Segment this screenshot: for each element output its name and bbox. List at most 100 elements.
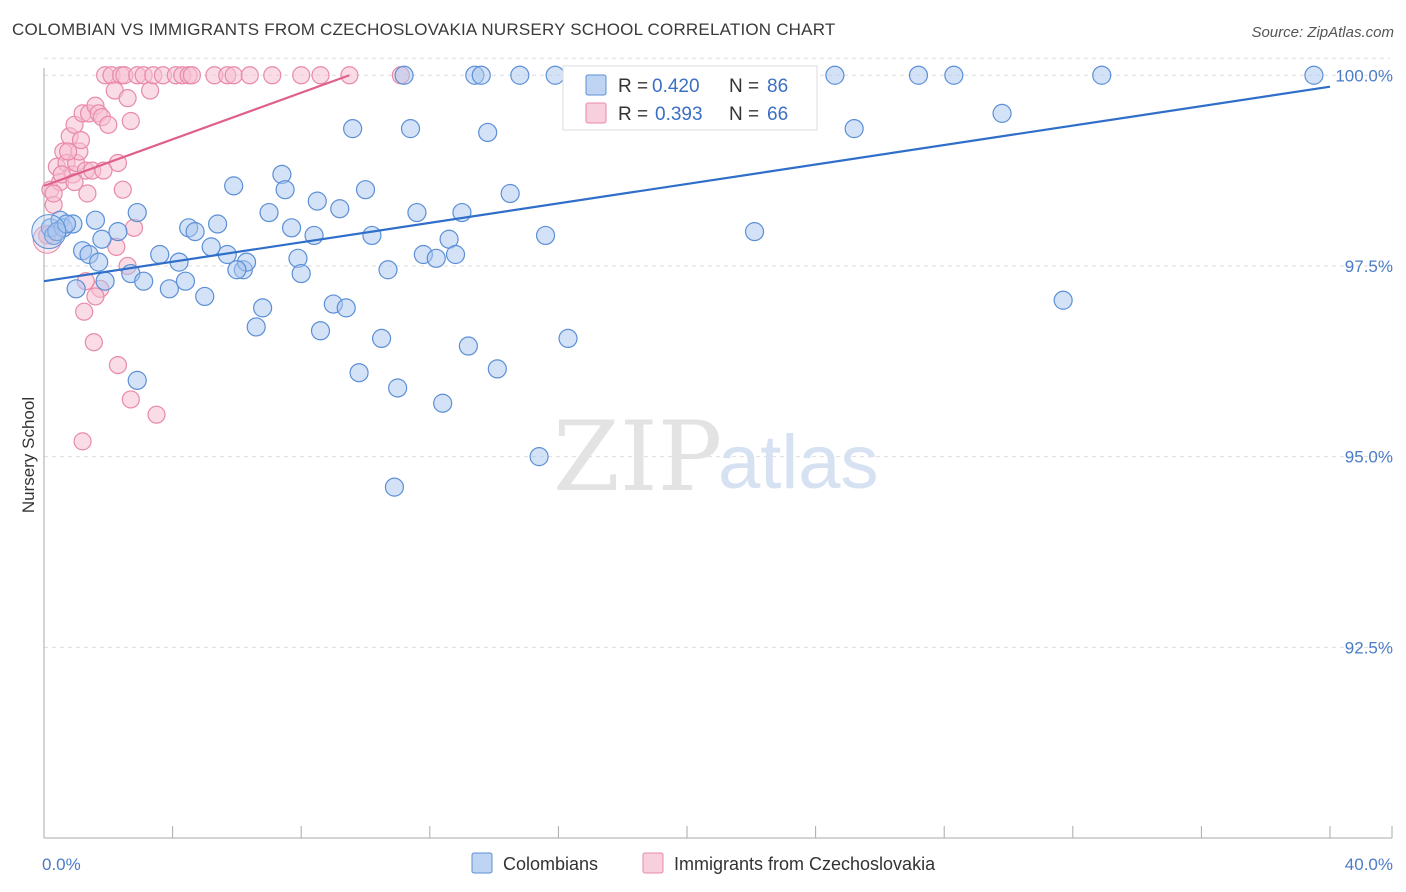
czechoslovakia-point: [73, 432, 92, 451]
colombians-trend-line: [43, 85, 1331, 283]
colombian-point: [108, 222, 128, 242]
colombian-point: [185, 222, 205, 242]
legend-swatch-czechoslovakia: [585, 102, 607, 124]
colombian-point: [471, 65, 491, 85]
colombian-point: [744, 222, 765, 242]
y-tick-labels: 100.0% 97.5% 95.0% 92.5%: [1335, 66, 1393, 657]
y-tick-label: 95.0%: [1345, 448, 1393, 467]
colombian-point: [246, 317, 266, 337]
colombian-point: [500, 183, 520, 204]
colombian-point: [310, 321, 331, 341]
colombian-point: [56, 214, 77, 234]
czechoslovakia-trend-line: [43, 74, 350, 187]
y-tick-label: 100.0%: [1335, 66, 1393, 85]
colombian-point: [1092, 65, 1112, 85]
colombian-point: [825, 65, 845, 85]
colombian-point: [291, 263, 311, 284]
colombian-point: [89, 252, 109, 272]
czechoslovakia-point: [121, 111, 140, 131]
czechoslovakia-point: [108, 355, 128, 375]
legend-n-value-1: 86: [767, 76, 788, 97]
czechoslovakia-point: [78, 184, 97, 203]
colombian-point-cluster: [31, 214, 67, 250]
colombian-point: [944, 65, 964, 85]
colombian-point: [208, 214, 228, 234]
czechoslovakia-point: [113, 180, 132, 199]
colombian-point: [159, 279, 179, 299]
legend-n-value-2: 66: [767, 104, 788, 125]
colombian-point: [844, 119, 864, 139]
colombian-point: [275, 180, 295, 200]
colombian-point: [388, 378, 408, 398]
colombian-point: [1304, 65, 1324, 85]
czechoslovakia-point: [71, 130, 91, 150]
colombian-point: [175, 271, 196, 291]
czechoslovakia-point: [99, 115, 118, 134]
legend-n-label-2: N =: [729, 104, 759, 125]
czechoslovakia-point: [263, 66, 282, 85]
legend-r-value-2: 0.393: [655, 104, 703, 125]
colombian-point: [201, 237, 221, 257]
czechoslovakia-point: [147, 405, 166, 424]
colombian-point: [95, 271, 115, 291]
colombian-point: [349, 363, 369, 383]
czechoslovakia-point: [182, 66, 201, 85]
colombian-point: [150, 244, 170, 265]
x-tick-label: 40.0%: [1345, 855, 1393, 874]
colombian-point: [253, 298, 273, 318]
colombian-point: [85, 210, 106, 230]
colombian-point: [510, 65, 530, 85]
czechoslovakia-point: [59, 142, 78, 161]
czechoslovakia-point: [224, 66, 243, 85]
colombian-point: [407, 202, 427, 223]
colombian-point: [378, 260, 398, 280]
colombian-point: [394, 65, 414, 85]
axes: [43, 68, 1393, 839]
grid-lines: [44, 57, 1390, 648]
colombian-point: [529, 447, 549, 467]
colombian-point: [558, 328, 578, 349]
colombian-point: [134, 271, 154, 291]
colombian-point: [227, 260, 247, 280]
colombian-point: [127, 370, 147, 390]
colombian-point: [445, 244, 466, 265]
czechoslovakia-point: [140, 81, 160, 100]
bottom-legend-swatch-czechoslovakia: [642, 852, 664, 874]
czechoslovakia-point: [44, 184, 63, 203]
colombian-point: [224, 176, 244, 196]
colombian-point: [281, 218, 302, 238]
czechoslovakia-point: [65, 172, 84, 192]
bottom-legend-czechoslovakia: Immigrants from Czechoslovakia: [674, 854, 936, 874]
colombians-points: [31, 65, 1324, 497]
legend-n-label-1: N =: [729, 76, 759, 97]
colombian-point: [307, 191, 327, 211]
colombian-point: [92, 229, 112, 249]
colombian-point: [908, 65, 929, 85]
y-axis-label: Nursery School: [19, 397, 38, 513]
colombian-point: [343, 119, 363, 139]
legend-r-label-1: R =: [618, 76, 648, 97]
colombian-point: [535, 225, 556, 246]
czechoslovakia-point: [121, 390, 140, 409]
colombian-point: [992, 103, 1012, 123]
colombian-point: [66, 279, 86, 299]
czechoslovakia-point: [124, 218, 144, 237]
colombian-point: [545, 65, 565, 85]
bottom-legend: Colombians Immigrants from Czechoslovaki…: [471, 852, 936, 874]
czechoslovakia-point: [311, 66, 330, 85]
watermark: ZIP atlas: [553, 401, 879, 513]
colombian-point: [458, 336, 478, 356]
colombian-point: [433, 393, 453, 413]
colombian-point: [487, 359, 507, 379]
czechoslovakia-point: [118, 89, 137, 108]
colombian-point: [362, 225, 382, 246]
colombian-point: [195, 286, 215, 307]
y-tick-label: 97.5%: [1345, 257, 1393, 276]
watermark-zip: ZIP: [553, 401, 722, 513]
legend-box: R = 0.420 N = 86 R = 0.393 N = 66: [562, 65, 818, 131]
legend-r-value-1: 0.420: [652, 76, 700, 97]
trend-lines: [43, 74, 1331, 283]
colombian-point: [355, 180, 376, 200]
colombian-point: [259, 202, 279, 223]
